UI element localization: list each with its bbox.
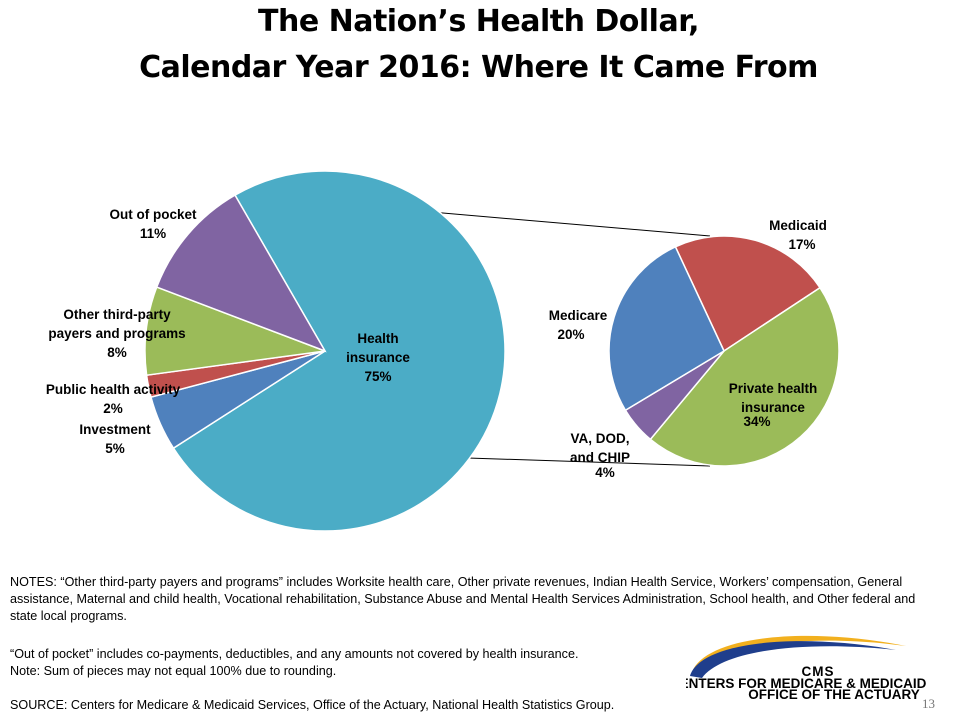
breakdown-label-private-health-insurance-value: 34% xyxy=(743,414,770,429)
breakdown-slice-private-health-insurance xyxy=(649,286,840,467)
notes-out-of-pocket: “Out of pocket” includes co-payments, de… xyxy=(10,647,579,661)
main-label-public-health-activity-line1: Public health activity xyxy=(46,382,181,397)
breakdown-slice-medicare xyxy=(608,245,725,412)
main-pie xyxy=(144,170,506,532)
chart-title-line2: Calendar Year 2016: Where It Came From xyxy=(139,50,818,85)
breakdown-slice-medicaid xyxy=(674,235,822,353)
main-label-investment-value: 5% xyxy=(105,441,125,456)
breakdown-label-medicaid-value: 17% xyxy=(788,237,815,252)
main-slice-health-insurance xyxy=(172,170,506,532)
main-label-public-health-activity-value: 2% xyxy=(103,401,123,416)
breakdown-label-va-dod-and-chip-line1: VA, DOD, xyxy=(570,431,629,446)
cms-logo-subtitle1: CENTERS FOR MEDICARE & MEDICAID SERVICES xyxy=(686,676,926,691)
cms-logo-subtitle2: OFFICE OF THE ACTUARY xyxy=(748,687,920,702)
breakdown-label-private-health-insurance-line1: Private health xyxy=(729,381,818,396)
notes-rounding: Note: Sum of pieces may not equal 100% d… xyxy=(10,664,337,678)
main-label-health-insurance-line1: Health xyxy=(357,331,398,346)
main-slice-out-of-pocket xyxy=(155,194,327,353)
notes-other-third-party: NOTES: “Other third-party payers and pro… xyxy=(10,575,916,623)
main-slice-other-third-party-payers-and-programs xyxy=(144,286,326,377)
page-number: 13 xyxy=(922,696,935,711)
breakdown-label-va-dod-and-chip-value: 4% xyxy=(595,465,615,480)
main-label-out-of-pocket-line1: Out of pocket xyxy=(110,207,198,222)
main-label-investment-line1: Investment xyxy=(79,422,151,437)
source-note: SOURCE: Centers for Medicare & Medicaid … xyxy=(10,698,615,712)
main-label-health-insurance-value: 75% xyxy=(364,369,391,384)
breakdown-label-va-dod-and-chip-line2: and CHIP xyxy=(570,450,630,465)
main-label-out-of-pocket-value: 11% xyxy=(140,226,166,241)
main-label-other-third-party-payers-and-programs-line1: Other third-party xyxy=(63,307,171,322)
breakdown-label-medicare-value: 20% xyxy=(557,327,584,342)
breakdown-label-medicare-line1: Medicare xyxy=(549,308,608,323)
main-pie-labels: Health insurance 75% Investment 5% Public hea… xyxy=(46,207,411,456)
chart-title-line1: The Nation’s Health Dollar, xyxy=(258,4,699,39)
main-label-other-third-party-payers-and-programs-line2: payers and programs xyxy=(48,326,185,341)
main-label-other-third-party-payers-and-programs-value: 8% xyxy=(107,345,127,360)
cms-logo: CMS CENTERS FOR MEDICARE & MEDICAID SERV… xyxy=(686,635,926,702)
pie-chart-area: Health insurance 75% Investment 5% Public hea… xyxy=(46,170,840,532)
health-insurance-breakdown-pie xyxy=(608,235,840,467)
cms-logo-text: CMS xyxy=(802,664,835,679)
breakdown-label-medicaid-line1: Medicaid xyxy=(769,218,827,233)
breakdown-label-private-health-insurance-line2: insurance xyxy=(741,400,805,415)
main-label-health-insurance-line2: insurance xyxy=(346,350,410,365)
